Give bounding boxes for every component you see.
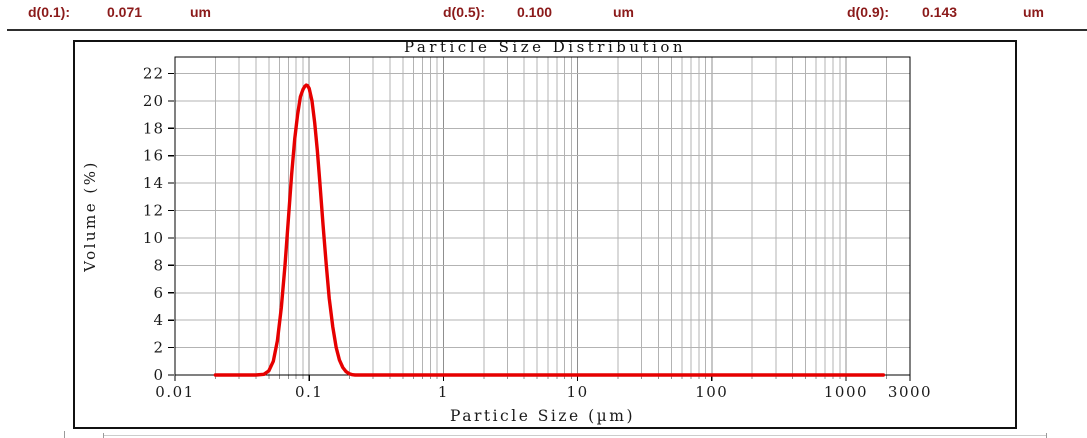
cutoff-table-tick bbox=[103, 433, 104, 438]
d50-value: 0.100 bbox=[517, 4, 553, 20]
d50-label: d(0.5): bbox=[443, 4, 485, 20]
x-tick-label: 1 bbox=[438, 383, 449, 401]
y-tick-label: 20 bbox=[143, 92, 164, 110]
y-tick-label: 4 bbox=[153, 311, 164, 329]
d50-unit: um bbox=[613, 4, 634, 20]
y-tick-label: 22 bbox=[143, 64, 164, 82]
y-tick-label: 2 bbox=[153, 339, 164, 357]
y-tick-label: 8 bbox=[153, 256, 164, 274]
d10-unit: um bbox=[190, 4, 211, 20]
y-axis-title: Volume (%) bbox=[81, 160, 99, 273]
d10-value: 0.071 bbox=[107, 4, 143, 20]
x-tick-label: 0.1 bbox=[295, 383, 323, 401]
plot-border bbox=[174, 56, 911, 376]
volume-curve bbox=[213, 83, 886, 377]
d10-label: d(0.1): bbox=[28, 4, 70, 20]
header-divider-line bbox=[7, 29, 1087, 31]
x-tick-label: 1000 bbox=[824, 383, 868, 401]
cutoff-table-left-edge bbox=[64, 431, 65, 438]
chart-title: Particle Size Distribution bbox=[403, 38, 687, 56]
y-tick-label: 18 bbox=[143, 119, 164, 137]
x-tick-label: 3000 bbox=[888, 383, 932, 401]
chart-frame bbox=[73, 40, 1017, 429]
d90-label: d(0.9): bbox=[847, 4, 889, 20]
y-tick-label: 16 bbox=[143, 147, 164, 165]
y-tick-label: 0 bbox=[153, 366, 164, 384]
cutoff-table-top-border bbox=[103, 435, 1047, 436]
x-tick-label: 0.01 bbox=[155, 383, 194, 401]
d90-value: 0.143 bbox=[922, 4, 958, 20]
d90-unit: um bbox=[1023, 4, 1044, 20]
cutoff-table-right-edge bbox=[1046, 433, 1047, 438]
y-tick-label: 12 bbox=[143, 202, 164, 220]
y-tick-label: 10 bbox=[143, 229, 164, 247]
y-tick-label: 14 bbox=[143, 174, 164, 192]
y-tick-label: 6 bbox=[153, 284, 164, 302]
x-tick-label: 100 bbox=[695, 383, 728, 401]
x-tick-label: 10 bbox=[567, 383, 589, 401]
x-axis-title: Particle Size (µm) bbox=[450, 407, 635, 425]
